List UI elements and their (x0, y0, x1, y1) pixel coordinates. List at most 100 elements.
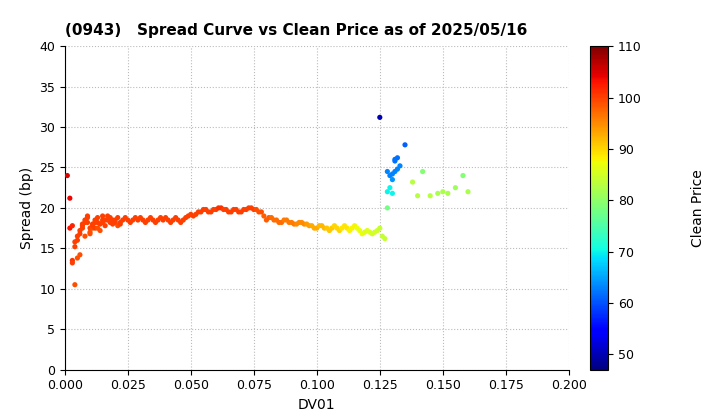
Point (180, 214, 192, 221)
Point (248, 206, 259, 213)
Point (294, 219, 305, 226)
Point (392, 166, 403, 173)
Point (61, 172, 73, 179)
Point (233, 209, 245, 215)
Point (261, 217, 272, 223)
Point (89, 225, 101, 231)
Point (331, 225, 343, 231)
Point (268, 217, 279, 223)
Point (74, 231, 86, 237)
Point (130, 214, 141, 221)
Point (104, 214, 116, 221)
Point (66, 222, 78, 229)
Point (384, 184, 396, 191)
Point (392, 155, 403, 161)
Point (140, 219, 151, 226)
Point (256, 209, 267, 215)
Point (89, 219, 101, 226)
Point (203, 209, 215, 215)
Point (66, 260, 78, 266)
Point (207, 206, 219, 213)
Point (77, 222, 88, 229)
Point (77, 225, 88, 231)
Point (251, 206, 262, 213)
Point (442, 190, 454, 197)
Point (155, 214, 166, 221)
Point (412, 192, 423, 199)
Point (112, 214, 124, 221)
Point (96, 213, 108, 219)
Point (281, 217, 292, 223)
Point (167, 217, 179, 223)
Point (382, 188, 393, 195)
Point (387, 171, 398, 177)
Point (213, 205, 225, 211)
Point (399, 142, 410, 148)
Point (142, 217, 154, 223)
Point (220, 206, 232, 213)
Point (437, 188, 449, 195)
Point (308, 225, 320, 231)
Point (170, 214, 181, 221)
Point (225, 209, 237, 215)
Point (351, 225, 363, 231)
Point (81, 214, 94, 221)
Point (127, 217, 138, 223)
Point (318, 225, 330, 231)
Point (72, 255, 83, 261)
Point (395, 163, 406, 169)
Point (91, 225, 104, 231)
Point (389, 158, 400, 164)
Point (449, 184, 461, 191)
Point (99, 217, 111, 223)
Point (286, 219, 297, 226)
Point (228, 206, 239, 213)
Point (326, 225, 338, 231)
Point (64, 225, 76, 231)
Point (235, 209, 247, 215)
Point (69, 243, 81, 250)
Point (84, 229, 96, 236)
Point (283, 219, 294, 226)
Point (81, 219, 94, 226)
Point (81, 213, 94, 219)
Point (377, 233, 388, 239)
Point (316, 222, 328, 229)
Point (276, 219, 287, 226)
Point (328, 222, 340, 229)
Point (306, 222, 318, 229)
Point (91, 214, 104, 221)
Point (109, 217, 121, 223)
Point (160, 214, 171, 221)
Point (364, 229, 376, 236)
Point (205, 209, 217, 215)
Point (238, 206, 249, 213)
Point (96, 217, 108, 223)
Point (346, 225, 358, 231)
Point (112, 222, 124, 229)
Point (253, 209, 265, 215)
Point (417, 168, 428, 175)
Point (107, 217, 118, 223)
Point (162, 217, 174, 223)
Point (72, 233, 83, 239)
Point (104, 219, 116, 226)
Point (384, 172, 396, 179)
Point (356, 231, 368, 237)
Point (157, 217, 168, 223)
Point (462, 188, 474, 195)
Point (258, 213, 269, 219)
Point (217, 206, 229, 213)
Point (338, 222, 350, 229)
Point (72, 237, 83, 244)
Point (150, 219, 161, 226)
Point (336, 225, 348, 231)
Point (361, 227, 373, 234)
Point (84, 225, 96, 231)
Point (177, 217, 189, 223)
Point (64, 195, 76, 202)
Point (369, 229, 380, 236)
Point (192, 209, 204, 215)
Point (359, 229, 370, 236)
Point (132, 217, 144, 223)
